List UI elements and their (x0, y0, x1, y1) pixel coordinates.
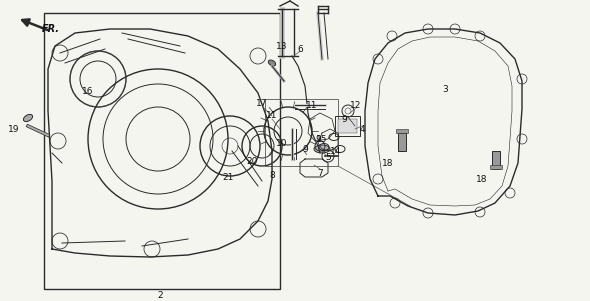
Text: 11: 11 (266, 111, 278, 120)
Bar (265, 99, 338, 166)
Text: 16: 16 (82, 86, 94, 95)
Text: 17: 17 (256, 98, 268, 107)
Text: 15: 15 (316, 135, 328, 144)
Bar (338, 119, 357, 133)
Bar (396, 129, 408, 133)
Text: FR.: FR. (42, 24, 60, 34)
Text: 9: 9 (341, 114, 347, 123)
Bar (490, 165, 502, 169)
Text: 2: 2 (157, 290, 163, 299)
Text: 19: 19 (8, 125, 19, 134)
Text: 21: 21 (222, 172, 234, 182)
Text: 9: 9 (315, 135, 321, 144)
Ellipse shape (314, 145, 330, 153)
Text: 13: 13 (276, 42, 288, 51)
Text: 5: 5 (325, 153, 331, 162)
Bar (335, 116, 360, 136)
Text: 8: 8 (269, 170, 275, 179)
Ellipse shape (268, 60, 276, 66)
Text: 4: 4 (359, 125, 365, 134)
Text: 18: 18 (476, 175, 488, 184)
Text: 12: 12 (350, 101, 362, 110)
Text: 7: 7 (317, 169, 323, 178)
Text: 3: 3 (442, 85, 448, 94)
Text: 10: 10 (276, 138, 288, 147)
Text: 6: 6 (297, 45, 303, 54)
Text: 20: 20 (246, 157, 258, 166)
Text: 14: 14 (330, 147, 342, 157)
Text: 9: 9 (302, 144, 308, 154)
Bar (44, 13, 280, 289)
Bar (398, 133, 406, 151)
Text: 11: 11 (306, 101, 318, 110)
Bar (492, 151, 500, 169)
Text: 18: 18 (382, 159, 394, 167)
Ellipse shape (24, 114, 32, 122)
